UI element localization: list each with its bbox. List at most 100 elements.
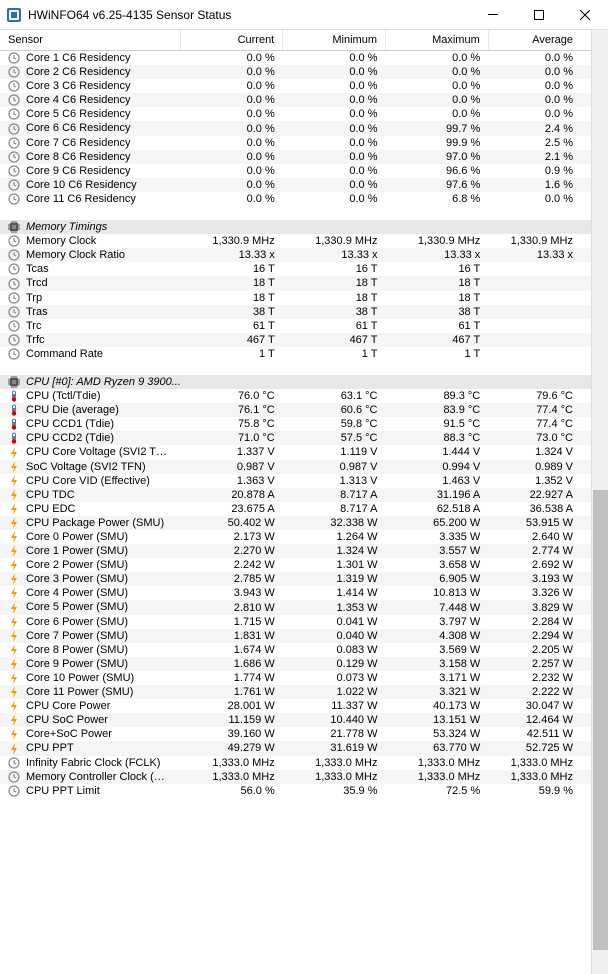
clock-icon — [8, 263, 22, 275]
table-row[interactable]: CPU Die (average)76.1 °C60.6 °C83.9 °C77… — [0, 403, 591, 417]
table-row[interactable]: Memory Clock1,330.9 MHz1,330.9 MHz1,330.… — [0, 234, 591, 248]
table-row[interactable]: Core 2 Power (SMU)2.242 W1.301 W3.658 W2… — [0, 558, 591, 572]
clock-icon — [8, 193, 22, 205]
col-sensor[interactable]: Sensor — [0, 30, 180, 51]
table-row[interactable]: CPU Core VID (Effective)1.363 V1.313 V1.… — [0, 474, 591, 488]
table-row[interactable] — [0, 361, 591, 375]
minimum-value: 32.338 W — [283, 516, 386, 530]
minimum-value: 11.337 W — [283, 699, 386, 713]
table-row[interactable]: Core 8 C6 Residency0.0 %0.0 %97.0 %2.1 % — [0, 150, 591, 164]
table-row[interactable]: Core 1 Power (SMU)2.270 W1.324 W3.557 W2… — [0, 544, 591, 558]
table-row[interactable]: Core 1 C6 Residency0.0 %0.0 %0.0 %0.0 % — [0, 51, 591, 66]
maximum-value: 3.321 W — [386, 685, 489, 699]
table-row[interactable]: CPU Core Voltage (SVI2 TFN)1.337 V1.119 … — [0, 445, 591, 459]
maximum-value: 96.6 % — [386, 164, 489, 178]
table-row[interactable]: Core 2 C6 Residency0.0 %0.0 %0.0 %0.0 % — [0, 65, 591, 79]
minimum-value: 0.0 % — [283, 51, 386, 66]
table-row[interactable]: Core 3 C6 Residency0.0 %0.0 %0.0 %0.0 % — [0, 79, 591, 93]
table-row[interactable]: Tcas16 T16 T16 T — [0, 262, 591, 276]
table-row[interactable] — [0, 206, 591, 220]
table-row[interactable]: SoC Voltage (SVI2 TFN)0.987 V0.987 V0.99… — [0, 460, 591, 474]
table-row[interactable]: Trp18 T18 T18 T — [0, 291, 591, 305]
table-row[interactable]: Core 0 Power (SMU)2.173 W1.264 W3.335 W2… — [0, 530, 591, 544]
table-row[interactable]: CPU (Tctl/Tdie)76.0 °C63.1 °C89.3 °C79.6… — [0, 389, 591, 403]
minimum-value: 1.119 V — [283, 445, 386, 459]
clock-icon — [8, 249, 22, 261]
sensor-label: Memory Clock Ratio — [26, 249, 125, 261]
bolt-icon — [8, 602, 22, 614]
section-header-row[interactable]: CPU [#0]: AMD Ryzen 9 3900... — [0, 375, 591, 389]
clock-icon — [8, 52, 22, 64]
current-value: 0.0 % — [180, 192, 283, 206]
table-row[interactable]: Core 4 C6 Residency0.0 %0.0 %0.0 %0.0 % — [0, 93, 591, 107]
table-row[interactable]: Core 5 Power (SMU)2.810 W1.353 W7.448 W3… — [0, 600, 591, 614]
maximum-value: 1,333.0 MHz — [386, 770, 489, 784]
sensor-label: CPU PPT Limit — [26, 785, 100, 797]
vertical-scrollbar[interactable] — [591, 30, 608, 974]
close-button[interactable] — [562, 0, 608, 30]
chip-icon — [8, 376, 22, 388]
table-row[interactable]: Core 7 C6 Residency0.0 %0.0 %99.9 %2.5 % — [0, 136, 591, 150]
sensor-label: Infinity Fabric Clock (FCLK) — [26, 757, 160, 769]
table-row[interactable]: Memory Clock Ratio13.33 x13.33 x13.33 x1… — [0, 248, 591, 262]
current-value: 39.160 W — [180, 727, 283, 741]
average-value: 13.33 x — [488, 248, 591, 262]
table-row[interactable]: Core 4 Power (SMU)3.943 W1.414 W10.813 W… — [0, 586, 591, 600]
minimize-button[interactable] — [470, 0, 516, 30]
section-header-row[interactable]: Memory Timings — [0, 220, 591, 234]
average-value — [488, 333, 591, 347]
maximum-value: 6.8 % — [386, 192, 489, 206]
col-maximum[interactable]: Maximum — [386, 30, 489, 51]
table-row[interactable]: Core 9 C6 Residency0.0 %0.0 %96.6 %0.9 % — [0, 164, 591, 178]
table-row[interactable]: CPU Core Power28.001 W11.337 W40.173 W30… — [0, 699, 591, 713]
table-row[interactable]: Core 10 C6 Residency0.0 %0.0 %97.6 %1.6 … — [0, 178, 591, 192]
minimum-value: 1.353 W — [283, 600, 386, 614]
table-row[interactable]: Trfc467 T467 T467 T — [0, 333, 591, 347]
average-value: 2.284 W — [488, 615, 591, 629]
table-row[interactable]: Core 6 C6 Residency0.0 %0.0 %99.7 %2.4 % — [0, 121, 591, 135]
table-row[interactable]: Command Rate1 T1 T1 T — [0, 347, 591, 361]
sensor-label: CPU CCD2 (Tdie) — [26, 432, 114, 444]
sensor-label: CPU Core VID (Effective) — [26, 475, 150, 487]
table-row[interactable]: CPU PPT49.279 W31.619 W63.770 W52.725 W — [0, 741, 591, 755]
table-row[interactable]: Core 8 Power (SMU)1.674 W0.083 W3.569 W2… — [0, 643, 591, 657]
table-row[interactable]: CPU CCD2 (Tdie)71.0 °C57.5 °C88.3 °C73.0… — [0, 431, 591, 445]
table-row[interactable]: Core 6 Power (SMU)1.715 W0.041 W3.797 W2… — [0, 615, 591, 629]
thermometer-icon — [8, 390, 22, 402]
sensor-table-container: Sensor Current Minimum Maximum Average C… — [0, 30, 591, 974]
sensor-label: CPU Core Voltage (SVI2 TFN) — [26, 446, 174, 458]
col-current[interactable]: Current — [180, 30, 283, 51]
table-row[interactable]: Core 3 Power (SMU)2.785 W1.319 W6.905 W3… — [0, 572, 591, 586]
scrollbar-thumb[interactable] — [593, 490, 608, 950]
table-row[interactable]: Trc61 T61 T61 T — [0, 319, 591, 333]
minimum-value: 0.0 % — [283, 136, 386, 150]
col-average[interactable]: Average — [488, 30, 591, 51]
table-row[interactable]: Tras38 T38 T38 T — [0, 305, 591, 319]
table-row[interactable]: CPU EDC23.675 A8.717 A62.518 A36.538 A — [0, 502, 591, 516]
table-row[interactable]: CPU SoC Power11.159 W10.440 W13.151 W12.… — [0, 713, 591, 727]
sensor-label: Core+SoC Power — [26, 728, 112, 740]
col-minimum[interactable]: Minimum — [283, 30, 386, 51]
table-row[interactable]: Infinity Fabric Clock (FCLK)1,333.0 MHz1… — [0, 756, 591, 770]
table-row[interactable]: Memory Controller Clock (UCLK)1,333.0 MH… — [0, 770, 591, 784]
table-row[interactable]: CPU TDC20.878 A8.717 A31.196 A22.927 A — [0, 488, 591, 502]
maximum-value: 72.5 % — [386, 784, 489, 798]
table-row[interactable]: Core 11 C6 Residency0.0 %0.0 %6.8 %0.0 % — [0, 192, 591, 206]
table-row[interactable]: Core 5 C6 Residency0.0 %0.0 %0.0 %0.0 % — [0, 107, 591, 121]
table-row[interactable]: Core 10 Power (SMU)1.774 W0.073 W3.171 W… — [0, 671, 591, 685]
table-row[interactable]: CPU CCD1 (Tdie)75.8 °C59.8 °C91.5 °C77.4… — [0, 417, 591, 431]
table-row[interactable]: Trcd18 T18 T18 T — [0, 276, 591, 290]
sensor-label: Core 9 Power (SMU) — [26, 658, 128, 670]
table-row[interactable]: Core+SoC Power39.160 W21.778 W53.324 W42… — [0, 727, 591, 741]
maximize-button[interactable] — [516, 0, 562, 30]
maximum-value: 6.905 W — [386, 572, 489, 586]
table-row[interactable]: CPU PPT Limit56.0 %35.9 %72.5 %59.9 % — [0, 784, 591, 798]
maximum-value: 7.448 W — [386, 600, 489, 614]
sensor-label: Command Rate — [26, 348, 103, 360]
table-row[interactable]: Core 9 Power (SMU)1.686 W0.129 W3.158 W2… — [0, 657, 591, 671]
table-row[interactable]: CPU Package Power (SMU)50.402 W32.338 W6… — [0, 516, 591, 530]
average-value: 2.257 W — [488, 657, 591, 671]
table-row[interactable]: Core 7 Power (SMU)1.831 W0.040 W4.308 W2… — [0, 629, 591, 643]
table-row[interactable]: Core 11 Power (SMU)1.761 W1.022 W3.321 W… — [0, 685, 591, 699]
minimum-value: 63.1 °C — [283, 389, 386, 403]
